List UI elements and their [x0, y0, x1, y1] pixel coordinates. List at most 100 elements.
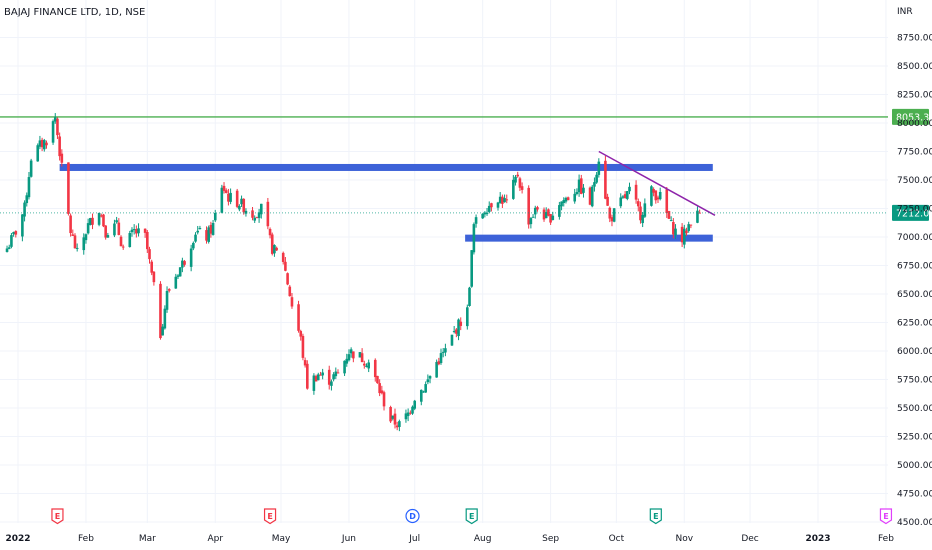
candle-body [406, 412, 410, 417]
candle [5, 245, 9, 253]
candle-body [257, 212, 261, 218]
y-tick-label: 5250.00 [897, 433, 932, 443]
candle [450, 334, 454, 346]
candle [595, 171, 598, 184]
candle [549, 213, 552, 225]
candle [582, 184, 585, 198]
candle [391, 415, 395, 421]
candle [610, 214, 614, 227]
candlestick-series [5, 113, 701, 432]
candle [336, 369, 340, 374]
candle-body [189, 248, 193, 267]
y-tick-label: 6250.00 [897, 319, 932, 329]
candle-body [297, 304, 300, 331]
candle [562, 197, 566, 207]
candle-body [38, 140, 42, 147]
candle [597, 158, 601, 178]
x-tick-label: Apr [207, 534, 223, 544]
candle-body [593, 182, 596, 187]
time-axis[interactable]: 2022 Feb Mar Apr May Jun Jul Aug Sep Oct Nov Dec 202… [5, 534, 894, 544]
earnings-icon[interactable]: E [879, 508, 893, 525]
candle-body [91, 217, 94, 225]
candle [288, 284, 292, 297]
candle-body [378, 383, 381, 394]
candle-body [334, 371, 338, 377]
candle-body [167, 289, 171, 291]
upper-zone[interactable] [59, 163, 713, 171]
candle-body [455, 329, 458, 334]
candle-body [577, 179, 581, 193]
candle [606, 193, 609, 206]
candle [669, 216, 673, 222]
earnings-icon[interactable]: E [263, 508, 277, 525]
candle [174, 273, 178, 289]
candle-body [628, 186, 631, 192]
candle-body [161, 326, 164, 336]
candle [113, 219, 116, 238]
candle-body [314, 376, 318, 382]
candle-body [373, 359, 377, 378]
candle [413, 399, 417, 411]
earnings-icon[interactable]: E [649, 508, 662, 525]
event-type-label: E [55, 512, 60, 521]
candle [229, 188, 232, 205]
candle-body [696, 210, 699, 223]
candle-body [266, 201, 270, 227]
candle [69, 213, 72, 237]
candle [573, 188, 577, 204]
trendline-group[interactable] [598, 150, 716, 216]
candle-body [612, 208, 616, 222]
candle-body [330, 381, 333, 386]
candle-body [132, 229, 136, 231]
candle-body [643, 203, 647, 217]
candle [14, 230, 18, 238]
candle-body [56, 118, 59, 136]
candle [316, 372, 320, 381]
resistance-line-group[interactable]: 8053.30 [0, 108, 932, 125]
candle [347, 349, 351, 362]
candle-body [667, 211, 671, 219]
candle [183, 259, 186, 267]
candle-body [288, 286, 292, 297]
price-axis[interactable]: INR 4500.00 4750.00 5000.00 5250.00 5500.00 57… [897, 7, 932, 528]
candle-body [544, 212, 548, 219]
support-resistance-zones[interactable] [59, 163, 713, 242]
candle-body [343, 360, 346, 374]
candle-body [45, 142, 48, 146]
candle-body [595, 174, 598, 183]
candle-body [533, 207, 537, 215]
candle-body [82, 237, 86, 251]
candle-body [529, 218, 533, 225]
candle-body [468, 287, 471, 306]
candle-body [227, 193, 230, 202]
candle [395, 421, 399, 431]
candle [244, 208, 248, 217]
candle-body [238, 206, 241, 210]
candle-body [560, 201, 563, 207]
candle-body [316, 374, 320, 381]
candle-body [547, 209, 550, 216]
candle-body [224, 190, 228, 193]
earnings-icon[interactable]: E [51, 508, 64, 525]
lower-zone[interactable] [465, 234, 713, 242]
dividend-icon[interactable]: D [405, 508, 420, 524]
earnings-icon[interactable]: E [465, 508, 478, 525]
candle-body [97, 212, 101, 225]
candle [102, 213, 105, 228]
candle-body [209, 224, 213, 234]
candle [209, 221, 213, 238]
candle-body [376, 375, 379, 384]
candle-body [40, 139, 44, 148]
candle [680, 223, 684, 247]
candle [590, 184, 594, 208]
candle [40, 137, 44, 152]
earnings-icon-shape [465, 508, 478, 525]
candle-body [7, 247, 11, 249]
candle [253, 215, 257, 223]
candle [86, 218, 90, 235]
grid-lines [0, 0, 888, 523]
candle-body [658, 191, 662, 200]
candle [643, 198, 647, 218]
